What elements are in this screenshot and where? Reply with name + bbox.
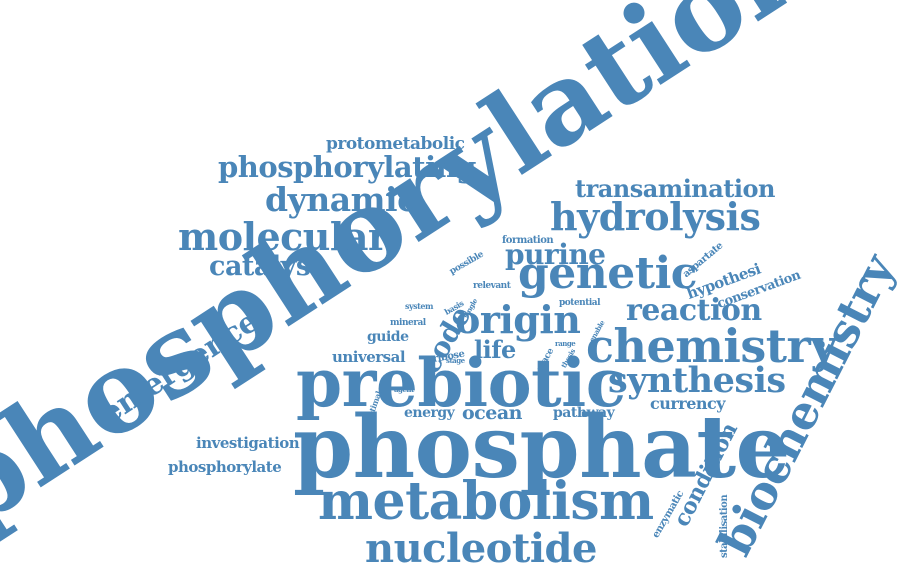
word-hydrolysis: hydrolysis <box>550 194 761 239</box>
word-possible: possible <box>448 249 486 277</box>
word-transamination: transamination <box>575 174 775 203</box>
word-potential: potential <box>559 298 601 308</box>
word-guide: guide <box>367 329 409 345</box>
word-agent: agent <box>394 385 414 394</box>
word-currency: currency <box>650 394 726 413</box>
word-prebiotic: prebiotic <box>296 344 626 422</box>
word-universal: universal <box>332 348 406 366</box>
word-phosphorylate: phosphorylate <box>168 458 282 476</box>
word-nucleotide: nucleotide <box>365 525 597 572</box>
word-catalyst: catalyst <box>209 251 323 282</box>
word-metabolism: metabolism <box>318 471 654 532</box>
word-system: system <box>405 301 433 311</box>
word-purine: purine <box>505 238 606 271</box>
word-phosphate: phosphate <box>293 397 790 498</box>
word-molecular: molecular <box>178 214 388 259</box>
word-mineral: mineral <box>390 318 426 328</box>
word-stabilisation: stabilisation <box>719 494 730 558</box>
word-chemistry: chemistry <box>586 319 837 373</box>
word-life: life <box>474 335 516 364</box>
word-reaction: reaction <box>626 293 762 328</box>
word-relevant: relevant <box>473 281 511 291</box>
word-investigation: investigation <box>196 434 300 452</box>
word-pathway: pathway <box>553 405 615 421</box>
word-range: range <box>555 339 576 348</box>
word-energy: energy <box>404 405 455 421</box>
word-synthesis: synthesis <box>608 360 786 401</box>
word-phosphorylating: phosphorylating <box>218 150 476 184</box>
word-formation: formation <box>502 235 554 246</box>
word-genetic: genetic <box>518 248 698 299</box>
word-origin: origin <box>455 297 581 342</box>
word-ocean: ocean <box>462 402 522 424</box>
word-dynamic: dynamic <box>265 180 417 219</box>
word-stage: stage <box>446 356 465 365</box>
word-protometabolic: protometabolic <box>326 134 465 154</box>
